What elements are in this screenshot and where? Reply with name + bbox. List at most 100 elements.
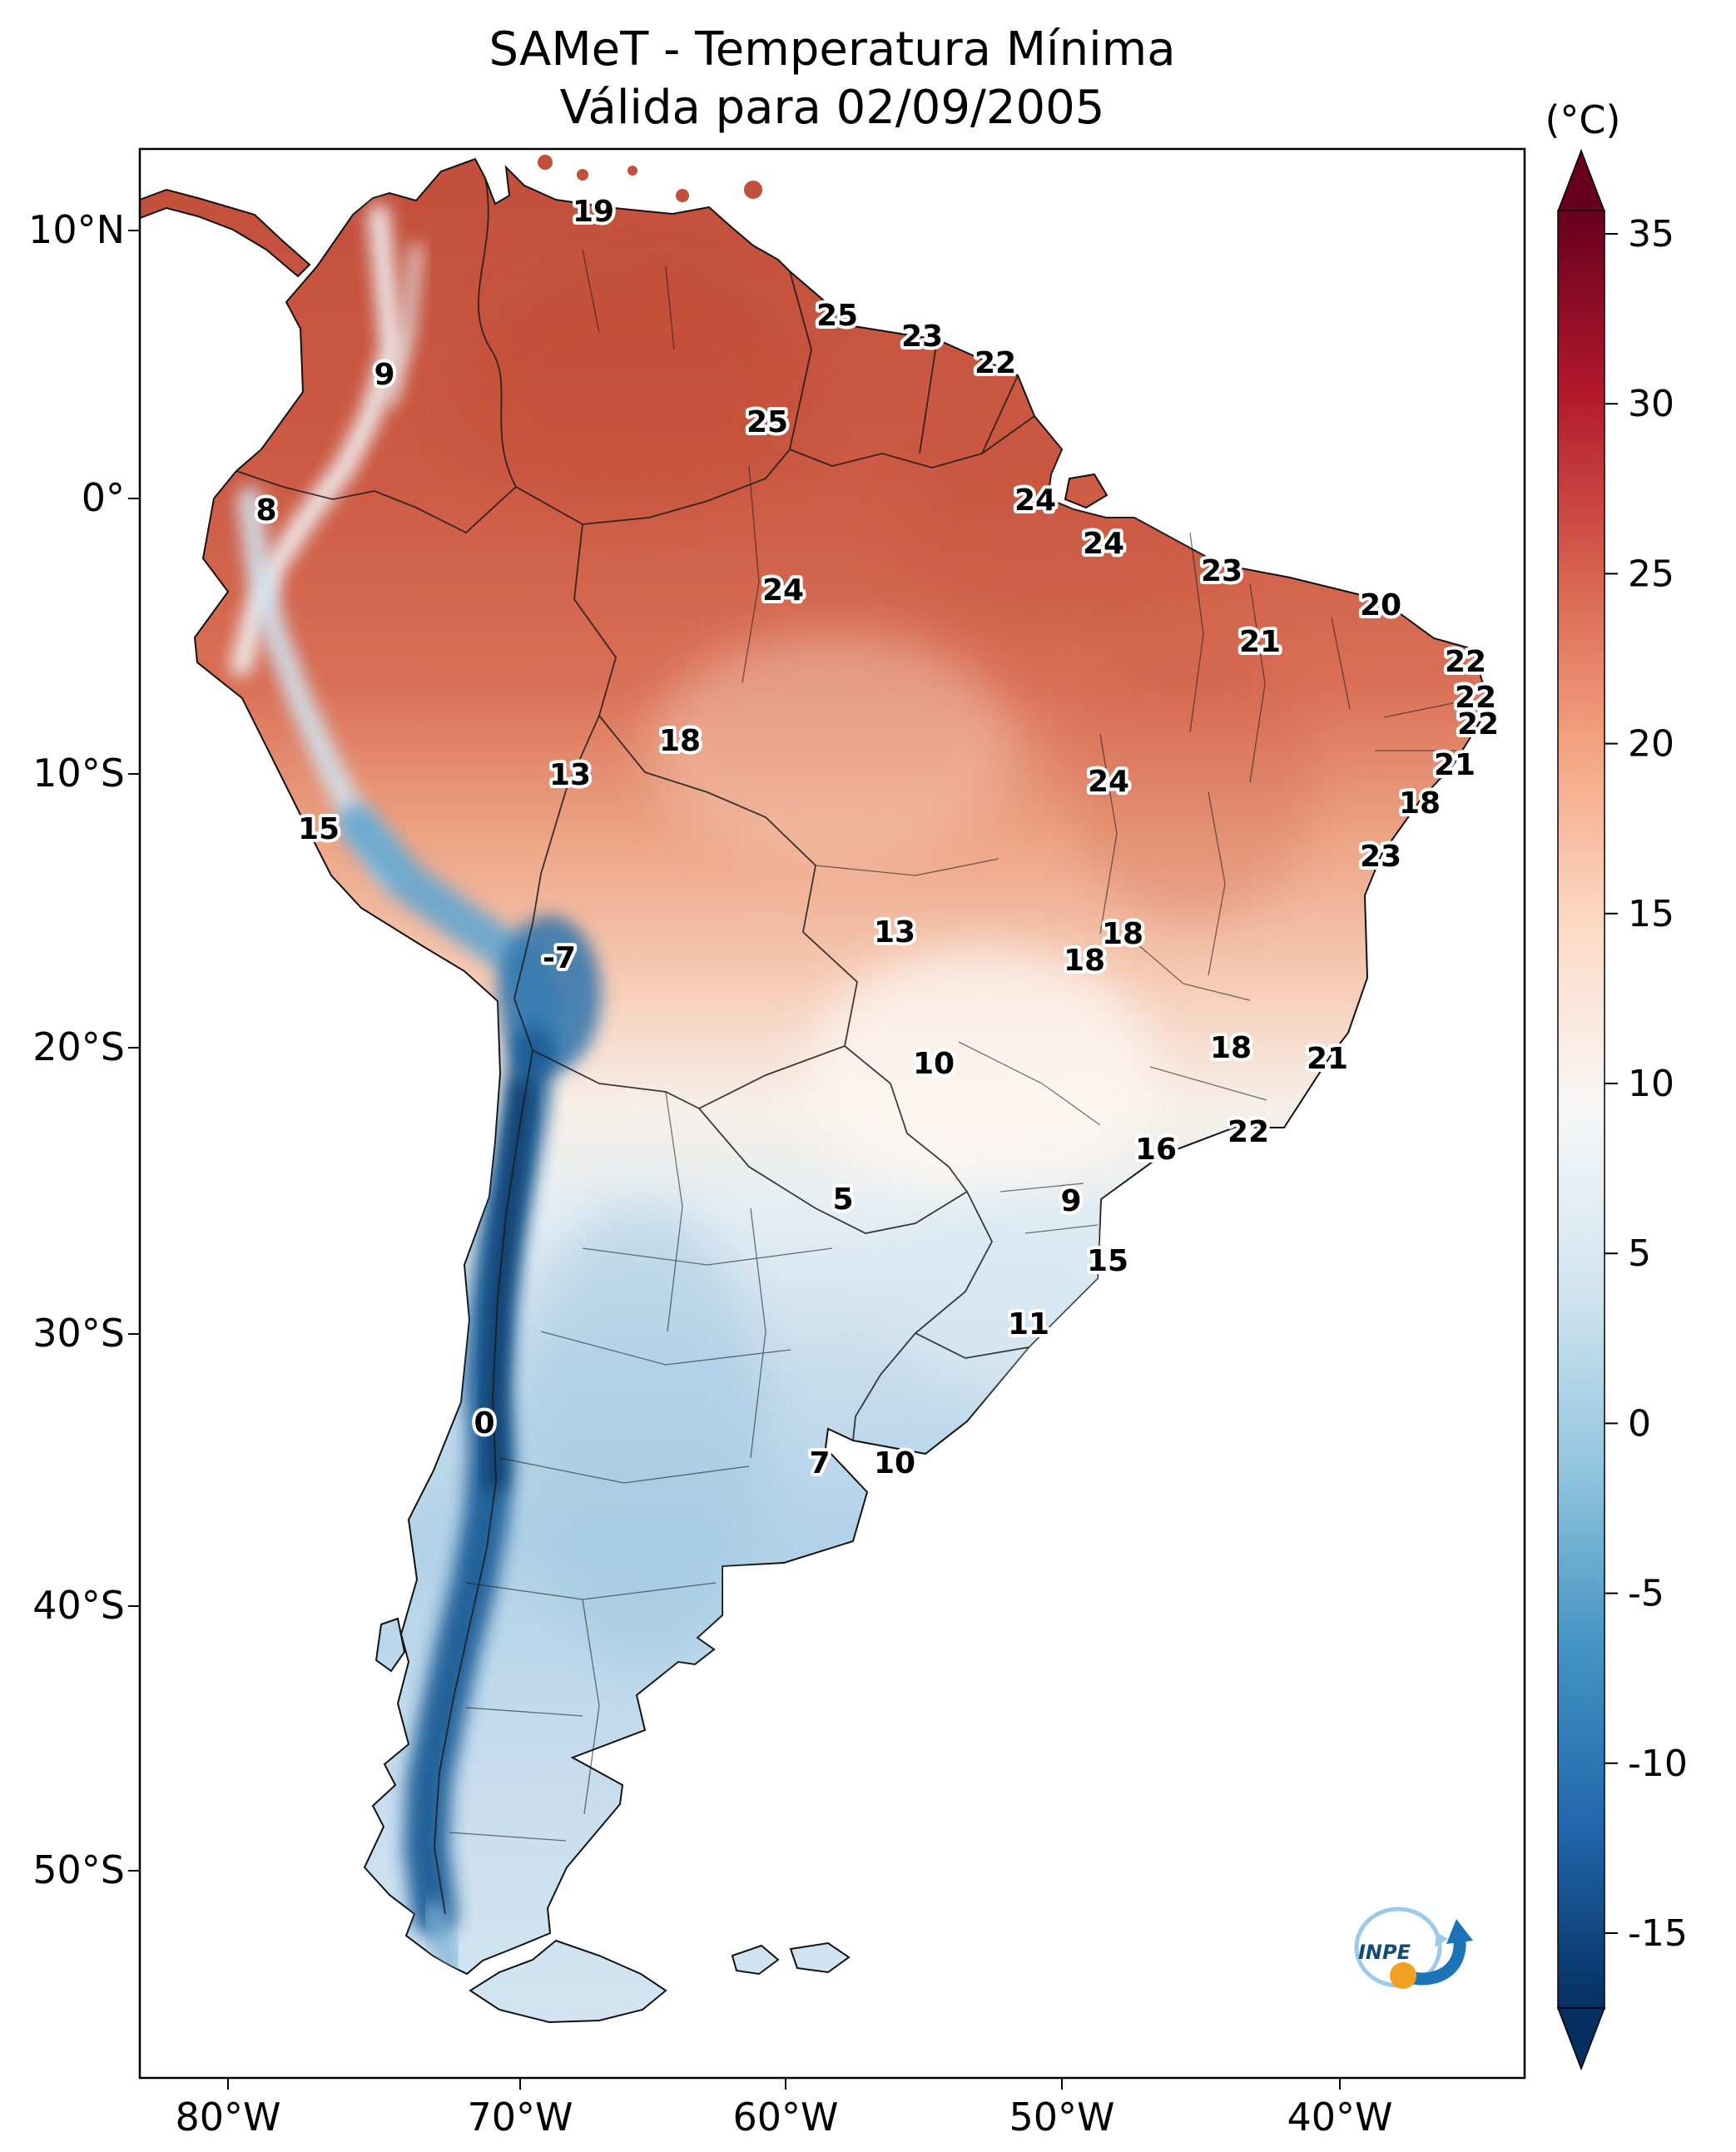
- cool-patch-argentina: [516, 1198, 766, 1664]
- longitude-tick-labels: 80°W 70°W 60°W 50°W 40°W: [175, 2078, 1393, 2140]
- island-icon: [676, 189, 689, 202]
- station-temp-label: 10: [874, 1446, 915, 1480]
- colorbar-tick-label: -15: [1628, 1912, 1688, 1955]
- andes-patagonia-strip: [422, 1902, 462, 1974]
- lon-tick-label: 60°W: [732, 2095, 838, 2140]
- station-temp-label: 0: [474, 1406, 494, 1440]
- trinidad-island-icon: [744, 181, 762, 199]
- station-temp-label: 21: [1434, 748, 1476, 782]
- colorbar-tick-label: 25: [1628, 553, 1674, 595]
- colorbar-tick-label: 5: [1628, 1232, 1651, 1275]
- latitude-tick-labels: 10°N 0° 10°S 20°S 30°S 40°S 50°S: [28, 207, 140, 1892]
- lon-tick-label: 40°W: [1287, 2095, 1392, 2140]
- colorbar-tick-label: 15: [1628, 893, 1674, 935]
- colorbar: (°C) 35 30 25 20 15 10 5 0 -5 -10 -15: [1545, 97, 1688, 2071]
- lat-tick-label: 20°S: [32, 1024, 125, 1069]
- lon-tick-label: 80°W: [175, 2095, 280, 2140]
- marajo-island-shape: [1064, 473, 1109, 509]
- colorbar-tick-label: -5: [1628, 1573, 1664, 1615]
- station-temp-label: 24: [1014, 483, 1056, 518]
- station-temp-label: 22: [1445, 645, 1486, 679]
- station-temp-label: -7: [543, 941, 576, 975]
- swoosh-arrowhead-icon: [1446, 1919, 1473, 1944]
- map-frame: [138, 147, 1526, 2080]
- island-icon: [627, 166, 637, 176]
- station-temp-label: 10: [913, 1047, 955, 1081]
- colorbar-tick-labels: 35 30 25 20 15 10 5 0 -5 -10 -15: [1605, 213, 1688, 1955]
- station-temp-label: 16: [1135, 1133, 1177, 1167]
- andes-colombia-branch: [384, 243, 423, 406]
- station-temp-label: 18: [1399, 786, 1441, 821]
- warm-patch-amazon-west: [449, 275, 816, 508]
- station-temp-label: 8: [255, 493, 276, 528]
- station-temp-label: 21: [1307, 1042, 1348, 1076]
- station-temp-label: 18: [1210, 1031, 1252, 1065]
- station-temp-label: 15: [298, 812, 340, 846]
- panama-isthmus-shape: [139, 188, 311, 278]
- station-temp-label: 23: [901, 320, 943, 354]
- station-temp-label: 5: [832, 1183, 853, 1217]
- station-temp-label: 11: [1008, 1307, 1049, 1341]
- island-icon: [538, 155, 553, 170]
- station-temp-label: 18: [659, 724, 701, 758]
- station-temp-label: 18: [1064, 944, 1105, 978]
- station-temp-label: 9: [374, 358, 394, 392]
- lat-tick-label: 30°S: [32, 1311, 125, 1356]
- inpe-logo-text: INPE: [1358, 1941, 1411, 1964]
- station-temp-label: 15: [1087, 1244, 1128, 1278]
- caribbean-islands: [538, 155, 762, 202]
- station-temp-label: 21: [1239, 625, 1281, 659]
- lon-tick-label: 70°W: [467, 2095, 573, 2140]
- station-temp-label: 23: [1360, 840, 1401, 874]
- map-title-line1: SAMeT - Temperatura Mínima: [489, 22, 1175, 77]
- lat-tick-label: 10°S: [32, 751, 125, 796]
- colorbar-tick-label: 20: [1628, 723, 1674, 766]
- station-temp-label: 24: [1088, 765, 1129, 799]
- station-temp-label: 22: [975, 346, 1016, 380]
- station-temp-label: 25: [746, 405, 788, 439]
- map-title-line2: Válida para 02/09/2005: [560, 81, 1105, 135]
- station-temp-label: 24: [762, 573, 804, 607]
- station-temp-label: 24: [1083, 527, 1124, 561]
- station-temp-label: 20: [1360, 588, 1401, 622]
- lat-tick-label: 50°S: [32, 1847, 125, 1892]
- colorbar-tick-label: 10: [1628, 1063, 1674, 1105]
- country-borders: [236, 177, 1035, 1915]
- orbit-arrowhead-icon: [1435, 1932, 1448, 1947]
- mild-patch-center-west: [649, 632, 1015, 865]
- colorbar-gradient-bar: [1557, 210, 1605, 2010]
- colorbar-tick-label: -10: [1628, 1743, 1688, 1785]
- colorbar-tick-label: 30: [1628, 383, 1674, 425]
- station-temp-label: 22: [1455, 681, 1496, 715]
- station-temp-label: 13: [549, 758, 591, 792]
- inpe-logo: INPE: [1354, 1907, 1473, 1989]
- station-temp-label: 18: [1102, 917, 1143, 951]
- island-icon: [577, 169, 588, 181]
- falkland-islands-east: [789, 1941, 851, 1974]
- lat-tick-label: 0°: [82, 475, 125, 520]
- lon-tick-label: 50°W: [1009, 2095, 1114, 2140]
- station-temp-label: 7: [809, 1446, 830, 1480]
- chiloe-island-shape: [374, 1617, 406, 1673]
- colorbar-unit-label: (°C): [1545, 97, 1620, 142]
- station-temp-label: 22: [1228, 1115, 1269, 1149]
- lat-tick-label: 10°N: [28, 207, 125, 252]
- colorbar-tick-label: 35: [1628, 213, 1674, 255]
- station-temp-label: 9: [1060, 1184, 1081, 1218]
- colorbar-over-arrow: [1556, 148, 1606, 212]
- pale-patch-paraguay: [807, 949, 1157, 1198]
- swoosh-arrow-icon: [1411, 1940, 1466, 1986]
- station-temp-label: 13: [874, 915, 915, 950]
- lat-tick-label: 40°S: [32, 1583, 125, 1628]
- falkland-islands-west: [731, 1944, 780, 1976]
- station-temp-label: 19: [573, 195, 614, 229]
- tierra-del-fuego-shape: [469, 1939, 667, 2024]
- colorbar-under-arrow: [1556, 2007, 1606, 2071]
- colorbar-tick-label: 0: [1628, 1402, 1651, 1445]
- sun-dot-icon: [1390, 1962, 1416, 1989]
- warm-patch-tocantins: [1065, 624, 1315, 924]
- state-borders: [449, 249, 1466, 1842]
